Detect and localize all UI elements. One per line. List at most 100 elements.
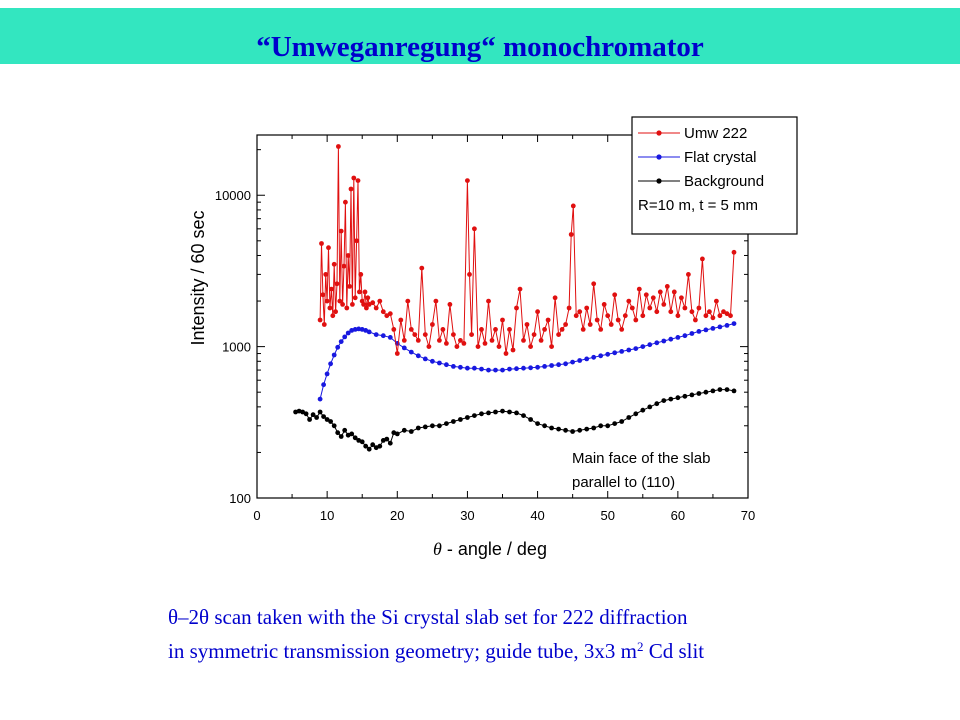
data-point <box>514 305 519 311</box>
data-point <box>437 423 442 429</box>
data-point <box>310 412 316 418</box>
data-point <box>568 232 574 237</box>
data-point <box>343 199 348 205</box>
data-point <box>394 351 400 356</box>
data-point <box>465 365 470 371</box>
data-point <box>703 313 709 319</box>
data-point <box>601 302 607 307</box>
data-point <box>514 366 519 372</box>
data-point <box>358 272 364 277</box>
data-point <box>475 344 481 349</box>
data-point <box>444 362 449 368</box>
data-point <box>331 352 337 358</box>
figure-caption: θ–2θ scan taken with the Si crystal slab… <box>168 600 704 668</box>
data-point <box>394 431 400 437</box>
data-point <box>362 289 368 295</box>
legend-marker <box>656 154 662 160</box>
data-point <box>486 410 491 416</box>
data-point <box>615 317 621 323</box>
x-tick-label: 60 <box>671 508 685 523</box>
data-point <box>454 344 460 349</box>
data-point <box>314 415 319 420</box>
data-point <box>570 429 575 434</box>
data-point <box>507 327 512 332</box>
data-point <box>419 265 425 271</box>
data-point <box>731 388 737 394</box>
legend-box <box>631 116 798 235</box>
data-point <box>577 358 583 363</box>
data-point <box>352 435 358 441</box>
data-point <box>633 411 639 417</box>
data-point <box>338 339 344 344</box>
data-point <box>507 366 512 372</box>
data-point <box>331 261 337 267</box>
data-point <box>415 353 421 359</box>
data-point <box>342 334 348 340</box>
data-point <box>377 298 383 304</box>
data-point <box>647 342 653 348</box>
data-point <box>503 351 509 356</box>
data-point <box>430 423 435 429</box>
series-line <box>319 146 735 354</box>
data-point <box>479 327 484 332</box>
data-point <box>458 338 463 343</box>
data-point <box>415 425 421 431</box>
x-tick-label: 50 <box>600 508 614 523</box>
data-point <box>380 309 386 315</box>
data-point <box>521 413 526 418</box>
data-point <box>584 305 590 311</box>
data-point <box>608 322 614 327</box>
data-point <box>671 289 677 295</box>
series-0 <box>317 144 737 356</box>
data-point <box>710 315 716 321</box>
data-point <box>317 317 323 323</box>
data-point <box>412 332 418 337</box>
data-point <box>647 305 653 311</box>
data-point <box>408 429 414 434</box>
data-point <box>703 327 709 333</box>
data-point <box>328 419 333 424</box>
data-point <box>633 317 639 323</box>
data-point <box>351 175 357 181</box>
data-point <box>580 327 586 332</box>
data-point <box>598 353 604 359</box>
data-point <box>717 313 723 319</box>
data-point <box>373 332 379 337</box>
data-point <box>324 371 330 377</box>
data-point <box>538 338 544 343</box>
data-point <box>327 305 333 311</box>
data-point <box>728 313 733 319</box>
data-point <box>640 407 646 413</box>
data-point <box>344 305 350 311</box>
data-point <box>354 238 359 244</box>
data-point <box>636 286 642 292</box>
data-point <box>619 419 625 424</box>
legend-marker <box>656 130 662 136</box>
data-point <box>654 309 660 315</box>
data-point <box>605 351 611 357</box>
data-point <box>584 356 590 362</box>
data-point <box>469 332 474 337</box>
data-point <box>451 364 456 369</box>
data-point <box>422 356 428 362</box>
data-point <box>657 289 663 295</box>
data-point <box>535 309 540 315</box>
data-point <box>724 323 730 328</box>
data-point <box>363 443 369 449</box>
data-point <box>507 409 512 415</box>
data-point <box>542 364 547 369</box>
series-1 <box>317 321 737 402</box>
data-point <box>500 367 505 373</box>
data-point <box>605 423 611 429</box>
data-point <box>357 289 362 295</box>
data-point <box>717 387 723 392</box>
data-point <box>359 439 365 445</box>
data-point <box>556 332 561 337</box>
x-tick-label: 0 <box>253 508 260 523</box>
data-point <box>347 284 352 289</box>
data-point <box>384 436 390 442</box>
data-point <box>731 249 737 255</box>
data-point <box>340 302 345 307</box>
data-point <box>349 431 355 437</box>
data-point <box>542 423 547 429</box>
